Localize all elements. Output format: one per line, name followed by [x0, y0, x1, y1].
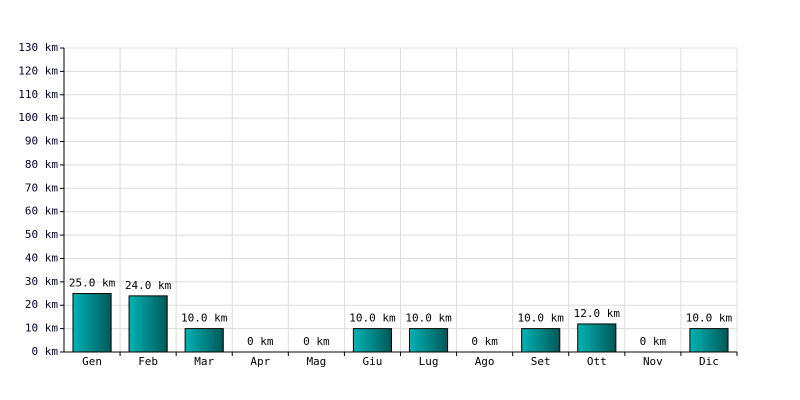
x-tick-label: Dic — [699, 355, 719, 368]
y-tick-label: 120 km — [18, 64, 58, 77]
x-tick-label: Nov — [643, 355, 663, 368]
y-tick-label: 130 km — [18, 41, 58, 54]
x-tick-label: Feb — [138, 355, 158, 368]
bar — [72, 293, 112, 353]
bar — [577, 323, 617, 353]
x-tick-label: Ott — [587, 355, 607, 368]
bar — [521, 328, 561, 353]
y-tick-label: 30 km — [25, 275, 58, 288]
value-label: 10.0 km — [349, 312, 396, 325]
x-tick-label: Gen — [82, 355, 102, 368]
y-tick-label: 100 km — [18, 111, 58, 124]
value-label: 24.0 km — [125, 279, 172, 292]
bar — [689, 328, 729, 353]
y-tick-label: 70 km — [25, 181, 58, 194]
y-tick-label: 80 km — [25, 158, 58, 171]
value-label: 10.0 km — [518, 312, 565, 325]
value-label: 10.0 km — [686, 312, 733, 325]
x-tick-label: Apr — [250, 355, 270, 368]
value-label: 0 km — [471, 335, 498, 348]
x-tick-label: Giu — [363, 355, 383, 368]
x-tick-label: Lug — [419, 355, 439, 368]
value-label: 0 km — [247, 335, 274, 348]
y-tick-label: 40 km — [25, 251, 58, 264]
y-tick-label: 50 km — [25, 228, 58, 241]
value-label: 12.0 km — [574, 307, 621, 320]
x-tick-label: Ago — [475, 355, 495, 368]
x-tick-label: Set — [531, 355, 551, 368]
bar — [352, 328, 393, 353]
y-tick-label: 10 km — [25, 322, 58, 335]
bar — [408, 328, 449, 353]
bar — [128, 295, 168, 353]
x-tick-label: Mar — [194, 355, 214, 368]
value-label: 10.0 km — [181, 312, 228, 325]
x-tick-label: Mag — [306, 355, 326, 368]
value-label: 0 km — [640, 335, 667, 348]
y-tick-label: 60 km — [25, 205, 58, 218]
value-label: 10.0 km — [405, 312, 452, 325]
bar — [184, 328, 224, 353]
y-tick-label: 0 km — [32, 345, 59, 358]
value-label: 25.0 km — [69, 277, 116, 290]
y-tick-label: 110 km — [18, 88, 58, 101]
y-tick-label: 90 km — [25, 135, 58, 148]
y-tick-label: 20 km — [25, 298, 58, 311]
value-label: 0 km — [303, 335, 330, 348]
